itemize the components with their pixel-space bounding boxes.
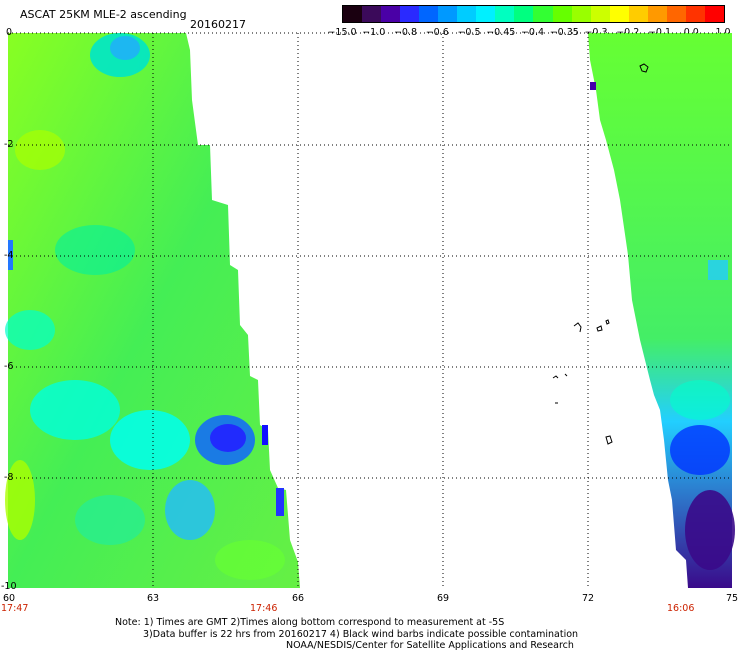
colorbar-swatch [362,6,382,22]
time-label-mid: 17:46 [250,603,278,614]
right-swath [588,33,735,588]
colorbar-swatch [552,6,572,22]
colorbar-swatch [419,6,439,22]
note-line-2: 3)Data buffer is 22 hrs from 20160217 4)… [143,629,579,640]
colorbar-tick-label: 1.0 [715,27,731,38]
lon-label-60: 60 [3,593,16,604]
time-label-right: 16:06 [667,603,695,614]
colorbar-swatch [628,6,648,22]
lat-label-m8: -8 [4,472,14,483]
colorbar-swatch [704,6,724,22]
colorbar-swatch [666,6,686,22]
colorbar-tick-label: −0.1 [647,27,672,38]
colorbar-tick-label: −1.0 [362,27,386,38]
lon-label-63: 63 [147,593,160,604]
lat-label-m10: -10 [1,581,17,592]
colorbar-tick-label: −0.8 [393,27,418,38]
colorbar-swatch [514,6,534,22]
lat-label-m4: -4 [4,250,14,261]
colorbar-swatch [457,6,477,22]
island-outlines [552,63,649,445]
colorbar-swatch [438,6,458,22]
colorbar-swatch [476,6,496,22]
note-line-3: NOAA/NESDIS/Center for Satellite Applica… [286,640,574,651]
lat-label-m6: -6 [4,361,14,372]
lat-label-0: 0 [6,27,13,38]
lat-label-m2: -2 [4,139,14,150]
chart-date: 20160217 [190,18,246,31]
colorbar-swatch [381,6,401,22]
colorbar-swatch [647,6,667,22]
colorbar-swatch [495,6,515,22]
chart-title: ASCAT 25KM MLE-2 ascending [20,8,187,21]
colorbar-swatch [685,6,705,22]
colorbar-tick-label: 0.0 [683,27,699,38]
graticule [8,32,732,588]
colorbar-swatch [533,6,553,22]
colorbar-swatch [609,6,629,22]
colorbar-swatch [343,6,363,22]
colorbar-swatch [590,6,610,22]
lon-label-75: 75 [726,593,739,604]
left-swath [5,33,300,588]
lon-label-72: 72 [582,593,595,604]
note-line-1: Note: 1) Times are GMT 2)Times along bot… [115,617,505,628]
colorbar-swatch [400,6,420,22]
colorbar [342,5,725,23]
colorbar-tick-label: −15.0 [327,27,357,38]
colorbar-swatch [571,6,591,22]
time-label-left: 17:47 [1,603,29,614]
lon-label-66: 66 [292,593,305,604]
colorbar-tick-label: −0.6 [425,27,449,38]
lon-label-69: 69 [437,593,450,604]
colorbar-tick-label: −0.2 [616,27,640,38]
